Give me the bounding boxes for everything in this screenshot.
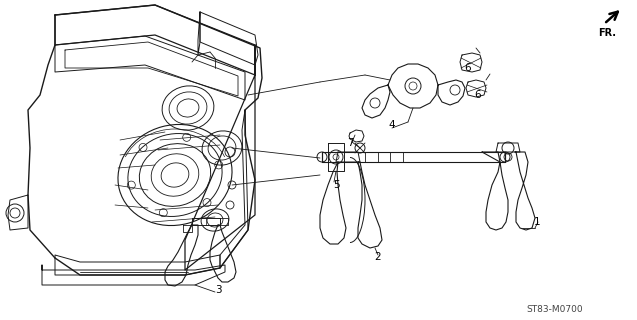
Text: ST83-M0700: ST83-M0700 [526,306,583,315]
Text: 5: 5 [334,180,340,190]
Text: 3: 3 [215,285,221,295]
Text: 7: 7 [347,138,354,148]
Text: 1: 1 [534,217,540,227]
Text: FR.: FR. [598,28,616,38]
Text: 6: 6 [464,63,471,73]
Text: 2: 2 [375,252,382,262]
Text: 6: 6 [475,90,482,100]
Text: 4: 4 [389,120,396,130]
